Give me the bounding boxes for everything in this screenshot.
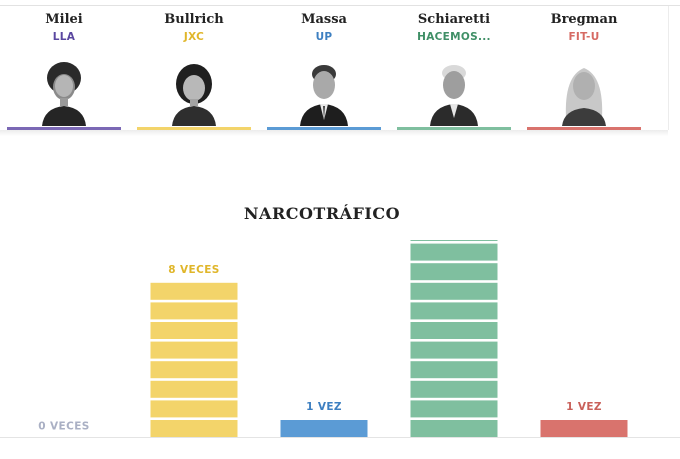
bar-segment (410, 263, 498, 281)
candidate-name: Bullrich (164, 12, 224, 27)
candidate-name: Massa (301, 12, 347, 27)
candidate-party: HACEMOS... (417, 31, 491, 43)
candidate-massa: Massa UP (267, 6, 381, 130)
bar-segment (150, 302, 238, 320)
chart-title: NARCOTRÁFICO (243, 204, 401, 223)
candidate-underline (267, 127, 381, 130)
bar-bullrich (150, 282, 238, 437)
candidate-photo-milei (38, 56, 90, 126)
bar-segment (410, 341, 498, 359)
candidate-photo-massa (298, 56, 350, 126)
bar-segment (150, 361, 238, 379)
bar-segment (150, 322, 238, 339)
bar-segment (410, 380, 498, 398)
candidate-underline (7, 127, 121, 130)
candidate-photo-schiaretti (428, 56, 480, 126)
bar-schiaretti (410, 240, 498, 437)
candidate-name: Bregman (550, 12, 618, 27)
bar-value-label: 0 VECES (38, 421, 90, 433)
top-divider (0, 5, 680, 6)
candidate-name: Schiaretti (417, 12, 491, 27)
header-shadow (0, 130, 668, 136)
header-right-edge (668, 6, 669, 130)
bar-segment (280, 420, 368, 437)
candidate-milei: Milei LLA (7, 6, 121, 130)
candidate-party: LLA (52, 31, 76, 43)
bar-segment (150, 282, 238, 300)
candidate-photo-bullrich (168, 56, 220, 126)
bar-segment (410, 420, 498, 437)
bar-segment (150, 420, 238, 437)
bar-segment (410, 400, 498, 418)
candidate-party: JXC (183, 31, 205, 43)
candidate-underline (527, 127, 641, 130)
candidate-name: Milei (45, 12, 83, 27)
bar-bregman (540, 420, 628, 437)
bar-massa (280, 420, 368, 437)
candidate-bregman: Bregman FIT-U (527, 6, 641, 130)
bar-segment (410, 282, 498, 300)
candidate-photo-bregman (558, 56, 610, 126)
bar-segment (150, 341, 238, 359)
candidate-party: FIT-U (568, 31, 600, 43)
bar-segment (540, 420, 628, 437)
bar-segment (150, 400, 238, 418)
bar-value-label: 1 VEZ (566, 401, 602, 413)
candidate-schiaretti: Schiaretti HACEMOS... (397, 6, 511, 130)
bar-value-label: 1 VEZ (306, 401, 342, 413)
bar-segment (410, 361, 498, 379)
bar-segment (410, 302, 498, 320)
bar-segment (150, 380, 238, 398)
bar-segment (410, 240, 498, 241)
candidates-header: Milei LLA Bullrich JXC Massa UP (0, 6, 668, 130)
candidate-underline (397, 127, 511, 130)
bar-segment (410, 243, 498, 261)
candidate-bullrich: Bullrich JXC (137, 6, 251, 130)
bar-segment (410, 322, 498, 339)
candidate-underline (137, 127, 251, 130)
candidate-party: UP (315, 31, 333, 43)
bar-value-label: 8 VECES (168, 264, 220, 276)
